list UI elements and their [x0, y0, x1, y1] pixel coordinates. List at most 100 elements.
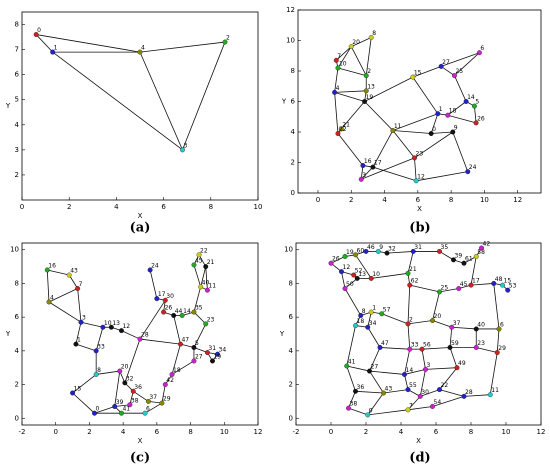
edge [425, 367, 458, 370]
edge [404, 368, 426, 375]
node [450, 129, 456, 135]
edge [193, 286, 202, 313]
node [476, 50, 482, 56]
edge [334, 67, 339, 93]
node-label: 3 [427, 362, 431, 369]
node [178, 341, 183, 347]
node-label: 47 [381, 340, 389, 347]
node-label: 22 [200, 247, 208, 254]
node-label: 25 [455, 68, 463, 75]
node [405, 270, 411, 276]
node [348, 44, 354, 50]
edge [454, 52, 480, 76]
node [360, 163, 366, 168]
node-label: 21 [342, 121, 350, 128]
node-label: 57 [383, 306, 391, 313]
node-label: 39 [455, 252, 463, 259]
edge [348, 407, 368, 416]
node [203, 264, 209, 270]
y-axis-label: Y [279, 330, 285, 338]
node [456, 286, 462, 291]
edge [439, 389, 465, 397]
node-label: 14 [183, 308, 191, 315]
node [204, 287, 210, 293]
node [342, 286, 348, 291]
x-tick-label: 12 [254, 428, 263, 436]
node-label: 59 [451, 340, 459, 347]
node-label: 1 [372, 305, 376, 312]
plot-frame [21, 242, 259, 426]
node [430, 318, 435, 323]
node [75, 286, 81, 291]
node [344, 363, 350, 369]
node-label: 25 [441, 284, 449, 291]
node [179, 313, 185, 318]
edge [412, 66, 442, 78]
node-label: 62 [411, 278, 419, 285]
node [405, 387, 411, 393]
node-label: 2 [367, 68, 371, 75]
edge [392, 130, 432, 134]
x-tick-label: 0 [316, 196, 320, 204]
node-label: 54 [434, 399, 442, 406]
x-tick-label: 4 [382, 196, 387, 204]
node [410, 74, 416, 80]
node [384, 250, 390, 256]
node-label: 32 [126, 375, 134, 382]
edge [369, 370, 384, 394]
node-label: 19 [213, 353, 221, 360]
node [461, 260, 467, 266]
node-label: 24 [469, 164, 477, 171]
edge [350, 46, 367, 76]
node [410, 248, 416, 254]
node [127, 402, 133, 408]
edge [447, 114, 477, 124]
y-axis-label: Y [5, 102, 11, 110]
node [367, 368, 372, 374]
edge [383, 389, 409, 394]
node-label: 43 [385, 385, 393, 392]
node [73, 341, 79, 347]
node-label: 2 [226, 35, 230, 42]
edge [144, 402, 163, 414]
node-label: 30 [166, 293, 174, 300]
edge [407, 285, 411, 324]
edge [330, 256, 346, 264]
edge [449, 347, 458, 368]
node-label: 49 [458, 360, 466, 367]
edge [48, 288, 78, 303]
edge [171, 344, 181, 375]
edge [337, 133, 364, 166]
edge [351, 37, 372, 47]
node-label: 52 [355, 268, 363, 275]
node-label: 8 [362, 308, 366, 315]
edge [420, 389, 440, 397]
node-label: 0 [432, 126, 436, 133]
edge [364, 101, 394, 131]
edge [52, 51, 183, 151]
node-label: 4 [336, 85, 340, 92]
y-tick-label: 6 [289, 313, 294, 321]
node [100, 324, 106, 330]
node [377, 345, 383, 350]
y-tick-label: 0 [289, 414, 293, 422]
node [191, 358, 197, 364]
node-label: 33 [411, 342, 419, 349]
node-label: 8 [97, 367, 101, 374]
node-label: 20 [352, 39, 360, 46]
y-tick-label: 10 [284, 246, 293, 254]
edge [369, 370, 405, 375]
node-label: 28 [141, 332, 149, 339]
y-tick-label: 10 [286, 37, 295, 45]
node-label: 61 [465, 256, 473, 263]
node-label: 53 [509, 283, 517, 290]
node [437, 387, 442, 393]
edge [334, 92, 339, 134]
node-label: 60 [357, 247, 365, 254]
node [328, 260, 334, 266]
edge [407, 323, 411, 350]
x-tick-label: 10 [480, 196, 489, 204]
node-label: 4 [141, 45, 145, 52]
y-tick-label: 3 [15, 146, 19, 154]
edge [364, 76, 414, 102]
